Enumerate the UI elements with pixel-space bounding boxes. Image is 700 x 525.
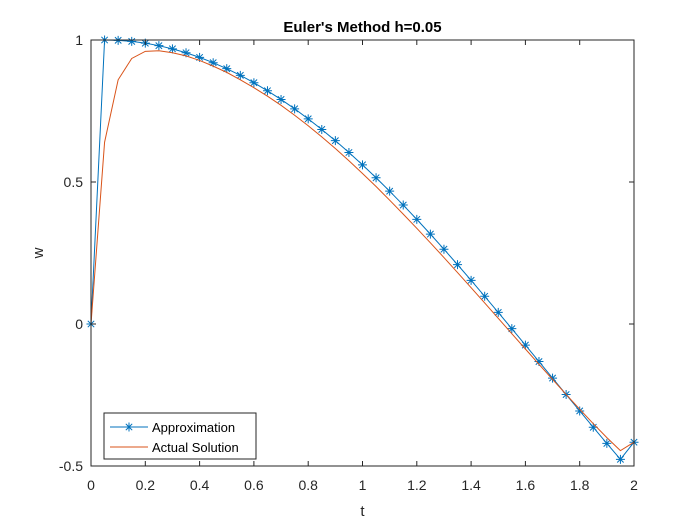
data-point bbox=[493, 307, 503, 317]
x-tick-label: 2 bbox=[630, 477, 638, 493]
legend-items: Approximation Actual Solution bbox=[110, 420, 239, 455]
y-tick-label: 1 bbox=[75, 32, 83, 48]
y-axis-label: w bbox=[30, 247, 47, 259]
legend-label-2: Actual Solution bbox=[152, 440, 239, 455]
plot-area bbox=[91, 40, 634, 466]
x-tick-label: 0.2 bbox=[136, 477, 156, 493]
chart-title: Euler's Method h=0.05 bbox=[283, 19, 441, 36]
data-point bbox=[453, 260, 463, 270]
legend-marker-1 bbox=[124, 422, 134, 432]
x-tick-label: 1.6 bbox=[516, 477, 536, 493]
data-point bbox=[330, 136, 340, 146]
data-point bbox=[588, 422, 598, 432]
y-tick-label: -0.5 bbox=[59, 458, 83, 474]
data-point bbox=[290, 104, 300, 114]
data-point bbox=[276, 94, 286, 104]
data-point bbox=[412, 214, 422, 224]
data-point bbox=[466, 275, 476, 285]
data-point bbox=[398, 200, 408, 210]
data-point bbox=[358, 160, 367, 170]
data-point bbox=[181, 48, 191, 58]
data-point bbox=[615, 454, 625, 464]
data-point bbox=[602, 438, 612, 448]
data-point bbox=[208, 58, 218, 68]
x-tick-label: 0.6 bbox=[244, 477, 264, 493]
x-tick-label: 0 bbox=[87, 477, 95, 493]
x-tick-label: 1.4 bbox=[461, 477, 481, 493]
data-point bbox=[262, 86, 272, 96]
x-axis-label: t bbox=[360, 503, 365, 520]
x-tick-label: 1 bbox=[359, 477, 367, 493]
data-point bbox=[507, 324, 517, 334]
data-point bbox=[249, 78, 259, 88]
x-tick-label: 0.8 bbox=[298, 477, 318, 493]
data-point bbox=[520, 340, 530, 350]
legend-label-1: Approximation bbox=[152, 420, 235, 435]
data-point bbox=[385, 186, 395, 196]
data-point bbox=[575, 406, 585, 416]
y-tick-label: 0.5 bbox=[64, 174, 84, 190]
legend: Approximation Actual Solution bbox=[103, 412, 257, 460]
data-point bbox=[480, 291, 490, 301]
data-point bbox=[439, 244, 449, 254]
data-point bbox=[195, 52, 205, 62]
data-point bbox=[167, 44, 177, 54]
x-tick-label: 0.4 bbox=[190, 477, 210, 493]
data-point bbox=[154, 41, 164, 51]
data-point bbox=[548, 373, 558, 383]
series-layer bbox=[86, 35, 639, 464]
data-point bbox=[425, 229, 435, 239]
data-point bbox=[303, 114, 313, 124]
data-point bbox=[344, 147, 354, 157]
data-point bbox=[235, 70, 245, 80]
y-tick-label: 0 bbox=[75, 316, 83, 332]
series-line-2 bbox=[90, 50, 635, 452]
data-point bbox=[127, 36, 137, 46]
data-point bbox=[534, 357, 544, 367]
x-tick-label: 1.2 bbox=[407, 477, 427, 493]
data-point bbox=[317, 124, 327, 134]
x-tick-label: 1.8 bbox=[570, 477, 590, 493]
data-point bbox=[371, 173, 381, 183]
axes: 0 0.2 0.4 0.6 0.8 1 1.2 1.4 1.6 1.8 2-0.500.51 bbox=[59, 32, 638, 493]
data-point bbox=[222, 64, 232, 74]
legend-box bbox=[103, 412, 257, 460]
